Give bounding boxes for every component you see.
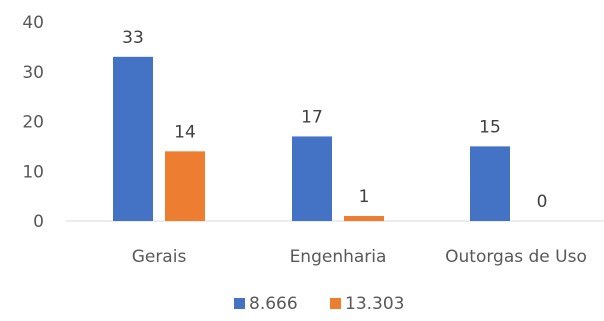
data-label: 1: [359, 187, 370, 207]
bar-series: [113, 56, 510, 222]
data-label: 33: [122, 28, 144, 48]
bar: [165, 151, 205, 221]
legend-swatch: [234, 298, 245, 309]
data-labels: 33 17 15 14 1 0: [122, 28, 547, 212]
legend-swatch: [330, 298, 341, 309]
y-axis-ticks: 0 10 20 30 40: [22, 13, 44, 232]
y-tick-label: 30: [22, 63, 44, 83]
bar: [292, 136, 332, 221]
data-label: 0: [537, 192, 548, 212]
legend-label: 8.666: [249, 294, 298, 314]
legend: 8.666 13.303: [234, 294, 404, 314]
legend-label: 13.303: [345, 294, 404, 314]
category-label: Gerais: [132, 247, 187, 267]
category-label: Engenharia: [290, 247, 387, 267]
y-tick-label: 20: [22, 113, 44, 133]
category-label: Outorgas de Uso: [445, 247, 587, 267]
y-tick-label: 0: [33, 212, 44, 232]
data-label: 15: [479, 117, 501, 137]
bar: [344, 216, 384, 221]
y-tick-label: 10: [22, 162, 44, 182]
x-axis-categories: Gerais Engenharia Outorgas de Uso: [132, 247, 587, 267]
bar: [113, 56, 153, 222]
bar: [470, 146, 510, 221]
data-label: 17: [301, 107, 323, 127]
y-tick-label: 40: [22, 13, 44, 33]
data-label: 14: [174, 122, 196, 142]
